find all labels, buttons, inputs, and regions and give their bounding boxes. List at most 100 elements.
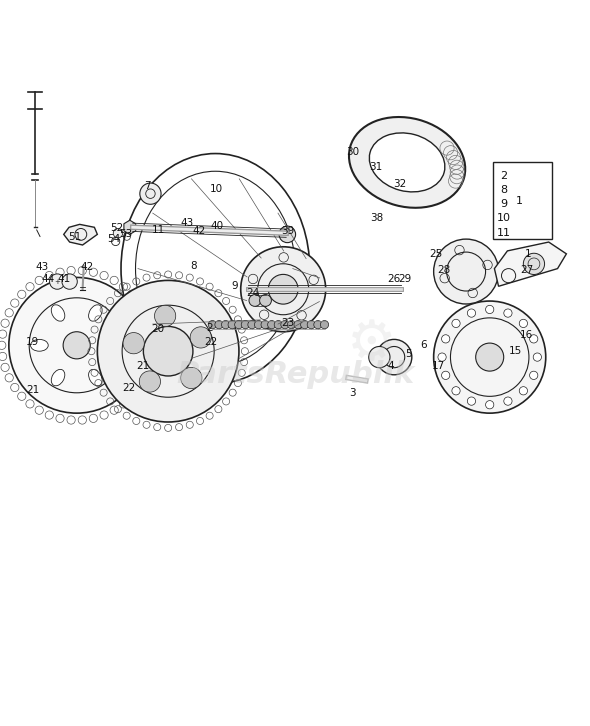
- Text: 4: 4: [388, 361, 395, 371]
- Text: PartsRepublik: PartsRepublik: [176, 360, 414, 389]
- Text: 27: 27: [520, 265, 533, 274]
- Circle shape: [139, 371, 160, 392]
- Text: 24: 24: [246, 288, 259, 298]
- Text: 26: 26: [387, 274, 400, 284]
- Circle shape: [530, 371, 538, 380]
- Circle shape: [438, 353, 446, 362]
- Ellipse shape: [51, 305, 65, 321]
- Circle shape: [441, 335, 450, 343]
- Text: 38: 38: [370, 213, 383, 224]
- Text: 2: 2: [206, 322, 213, 333]
- Circle shape: [434, 239, 499, 304]
- Circle shape: [113, 229, 123, 238]
- Circle shape: [519, 319, 527, 327]
- Circle shape: [307, 320, 316, 329]
- Text: 10: 10: [210, 184, 223, 194]
- Circle shape: [143, 327, 193, 376]
- Circle shape: [208, 320, 217, 329]
- Circle shape: [452, 387, 460, 395]
- Text: 28: 28: [437, 265, 450, 274]
- Text: 41: 41: [57, 274, 70, 284]
- Circle shape: [279, 226, 296, 242]
- Text: +: +: [54, 279, 60, 285]
- Text: 22: 22: [204, 338, 217, 347]
- Circle shape: [281, 320, 289, 329]
- Text: 43: 43: [36, 262, 49, 272]
- Circle shape: [190, 327, 211, 348]
- Ellipse shape: [105, 339, 123, 351]
- Text: 5: 5: [405, 349, 412, 359]
- Circle shape: [62, 274, 77, 289]
- Circle shape: [369, 346, 390, 368]
- Circle shape: [486, 401, 494, 409]
- Circle shape: [97, 280, 239, 422]
- Circle shape: [434, 301, 546, 413]
- Bar: [493, 163, 552, 239]
- Circle shape: [241, 320, 250, 329]
- Text: 23: 23: [281, 319, 294, 328]
- Text: 8: 8: [500, 185, 507, 195]
- Circle shape: [155, 306, 176, 327]
- Text: 1: 1: [516, 196, 523, 205]
- Circle shape: [221, 320, 230, 329]
- Circle shape: [504, 397, 512, 405]
- Circle shape: [504, 309, 512, 317]
- Circle shape: [530, 335, 538, 343]
- Polygon shape: [494, 242, 566, 286]
- Circle shape: [467, 397, 476, 405]
- Circle shape: [320, 320, 329, 329]
- Circle shape: [533, 353, 542, 362]
- Circle shape: [241, 247, 326, 332]
- Text: 42: 42: [192, 227, 205, 237]
- Ellipse shape: [51, 370, 65, 386]
- Text: 1: 1: [525, 249, 532, 259]
- Circle shape: [140, 183, 161, 204]
- Text: 21: 21: [26, 385, 39, 394]
- Circle shape: [294, 320, 302, 329]
- Text: 2: 2: [500, 171, 507, 181]
- Text: 31: 31: [369, 161, 382, 171]
- Circle shape: [486, 306, 494, 314]
- Circle shape: [215, 320, 223, 329]
- Circle shape: [63, 332, 90, 359]
- Text: 16: 16: [520, 330, 533, 340]
- Circle shape: [228, 320, 237, 329]
- Circle shape: [181, 367, 202, 388]
- Text: 25: 25: [429, 249, 442, 259]
- Text: 51: 51: [68, 232, 81, 242]
- Text: 40: 40: [210, 221, 223, 231]
- Ellipse shape: [88, 305, 102, 321]
- Circle shape: [261, 320, 269, 329]
- Circle shape: [476, 343, 504, 371]
- Circle shape: [268, 320, 276, 329]
- Text: 32: 32: [393, 179, 406, 189]
- Text: 6: 6: [420, 340, 427, 351]
- Circle shape: [519, 387, 527, 395]
- Circle shape: [123, 333, 145, 354]
- Circle shape: [441, 371, 450, 380]
- Polygon shape: [124, 220, 136, 234]
- Text: 11: 11: [152, 225, 165, 235]
- Circle shape: [287, 320, 296, 329]
- Text: 11: 11: [497, 228, 511, 237]
- Circle shape: [467, 309, 476, 317]
- Text: 21: 21: [137, 361, 150, 371]
- Text: 54: 54: [107, 234, 120, 244]
- Text: 20: 20: [152, 324, 165, 334]
- Circle shape: [376, 339, 412, 375]
- Ellipse shape: [349, 117, 466, 208]
- Text: 17: 17: [432, 361, 445, 371]
- Circle shape: [452, 319, 460, 327]
- Text: 44: 44: [42, 274, 55, 284]
- Text: 39: 39: [281, 227, 294, 237]
- Text: 9: 9: [500, 200, 507, 209]
- Circle shape: [50, 274, 65, 289]
- Text: 10: 10: [497, 213, 511, 224]
- Text: ⚙: ⚙: [347, 318, 396, 372]
- Circle shape: [235, 320, 243, 329]
- Circle shape: [274, 320, 283, 329]
- Circle shape: [260, 295, 271, 306]
- Text: 22: 22: [122, 383, 135, 393]
- Text: 43: 43: [181, 218, 194, 227]
- Text: 30: 30: [346, 147, 359, 157]
